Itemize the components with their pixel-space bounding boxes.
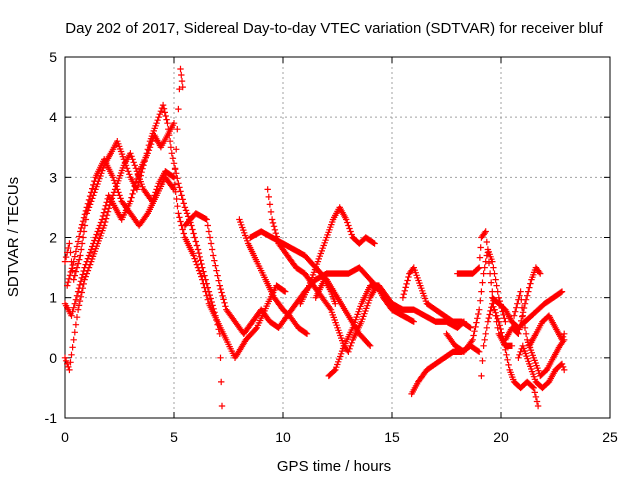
series-track-19	[510, 288, 568, 380]
series-track-20	[515, 342, 568, 392]
series-track-9	[297, 204, 378, 307]
series-track-21	[526, 312, 568, 349]
series-track-12	[399, 264, 474, 331]
plus-markers	[478, 300, 542, 410]
series-track-4	[61, 120, 178, 319]
y-tick-label: 4	[49, 109, 57, 125]
plus-markers	[399, 264, 474, 331]
y-tick-label: 3	[49, 169, 57, 185]
plus-markers	[61, 120, 178, 319]
plus-markers	[236, 216, 311, 337]
plus-markers	[312, 276, 339, 307]
x-tick-label: 0	[61, 429, 69, 445]
x-tick-label: 5	[170, 429, 178, 445]
plus-markers	[325, 282, 400, 380]
y-tick-label: 1	[49, 290, 57, 306]
y-axis-label: SDTVAR / TECUs	[5, 177, 22, 297]
y-tick-label: 2	[49, 230, 57, 246]
x-axis-label: GPS time / hours	[277, 458, 391, 475]
chart-title: Day 202 of 2017, Sidereal Day-to-day VTE…	[65, 20, 603, 37]
x-tick-label: 15	[384, 429, 400, 445]
y-tick-label: 5	[49, 49, 57, 65]
series-track-17	[489, 288, 566, 331]
y-tick-label: -1	[45, 410, 58, 426]
x-tick-label: 25	[602, 429, 618, 445]
series-track-11	[325, 282, 400, 380]
series-track-6	[236, 216, 311, 337]
plus-markers	[64, 65, 186, 289]
series-track-16	[478, 300, 542, 410]
series-track-1	[61, 101, 226, 410]
plus-markers	[489, 288, 566, 331]
data-marks	[61, 65, 568, 410]
x-tick-label: 10	[275, 429, 291, 445]
series-track-3	[64, 65, 186, 289]
plus-markers	[510, 288, 568, 380]
x-tick-label: 20	[493, 429, 509, 445]
plus-markers	[297, 204, 378, 307]
y-tick-label: 0	[49, 350, 57, 366]
plus-markers	[61, 101, 226, 410]
plus-markers	[526, 312, 568, 349]
series-track-10	[312, 276, 339, 307]
plus-markers	[515, 342, 568, 392]
